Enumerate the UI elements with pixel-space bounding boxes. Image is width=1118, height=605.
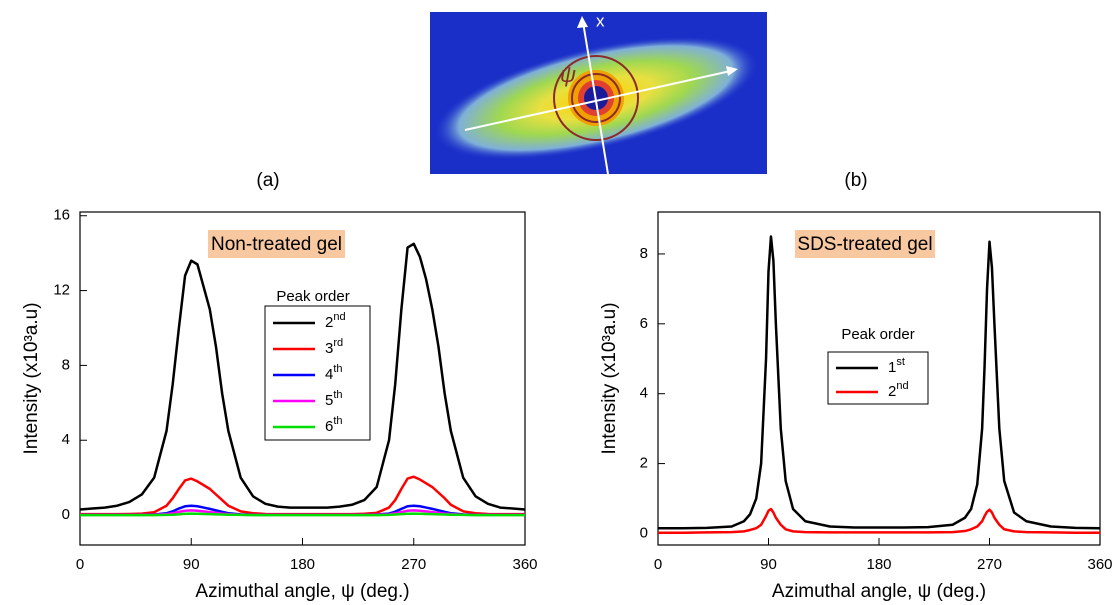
panel-label: (b) [844,170,867,191]
legend-title: Peak order [276,288,349,305]
y-tick-label: 6 [640,315,648,332]
y-tick-label: 4 [640,385,648,402]
x-tick-label: 270 [401,556,426,573]
legend-title: Peak order [841,326,914,343]
y-tick-label: 12 [53,282,70,299]
y-tick-label: 0 [640,524,648,541]
x-tick-label: 0 [654,556,662,573]
x-tick-label: 90 [183,556,200,573]
image-label: ψ [560,62,576,87]
x-tick-label: 270 [977,556,1002,573]
x-tick-label: 0 [76,556,84,573]
y-axis-label: Intensity (x10³a.u) [599,302,620,454]
diffraction-image: x ψ [424,11,768,183]
y-tick-label: 8 [640,245,648,262]
y-axis-label: Intensity (x10³a.u) [21,302,42,454]
y-tick-label: 2 [640,455,648,472]
legend-box [265,306,370,440]
x-tick-label: 180 [866,556,891,573]
x-tick-label: 90 [760,556,777,573]
data-line [658,509,1100,533]
figure: x ψ 0 90 180 270 360 0 4 8 12 16 Azimuthal angle, … [0,0,1118,605]
x-axis-label: Azimuthal angle, ψ (deg.) [772,581,986,602]
y-tick-label: 0 [62,506,70,523]
x-tick-label: 360 [512,556,537,573]
y-tick-label: 8 [62,356,70,373]
legend-box [828,352,928,404]
x-tick-label: 180 [290,556,315,573]
image-label: x [596,11,605,30]
x-tick-label: 360 [1087,556,1112,573]
y-tick-label: 16 [53,207,70,224]
x-axis-label: Azimuthal angle, ψ (deg.) [195,581,409,602]
y-tick-label: 4 [62,431,70,448]
panel-label: (a) [256,170,279,191]
annotation: Non-treated gel [211,234,342,255]
annotation: SDS-treated gel [797,234,932,255]
